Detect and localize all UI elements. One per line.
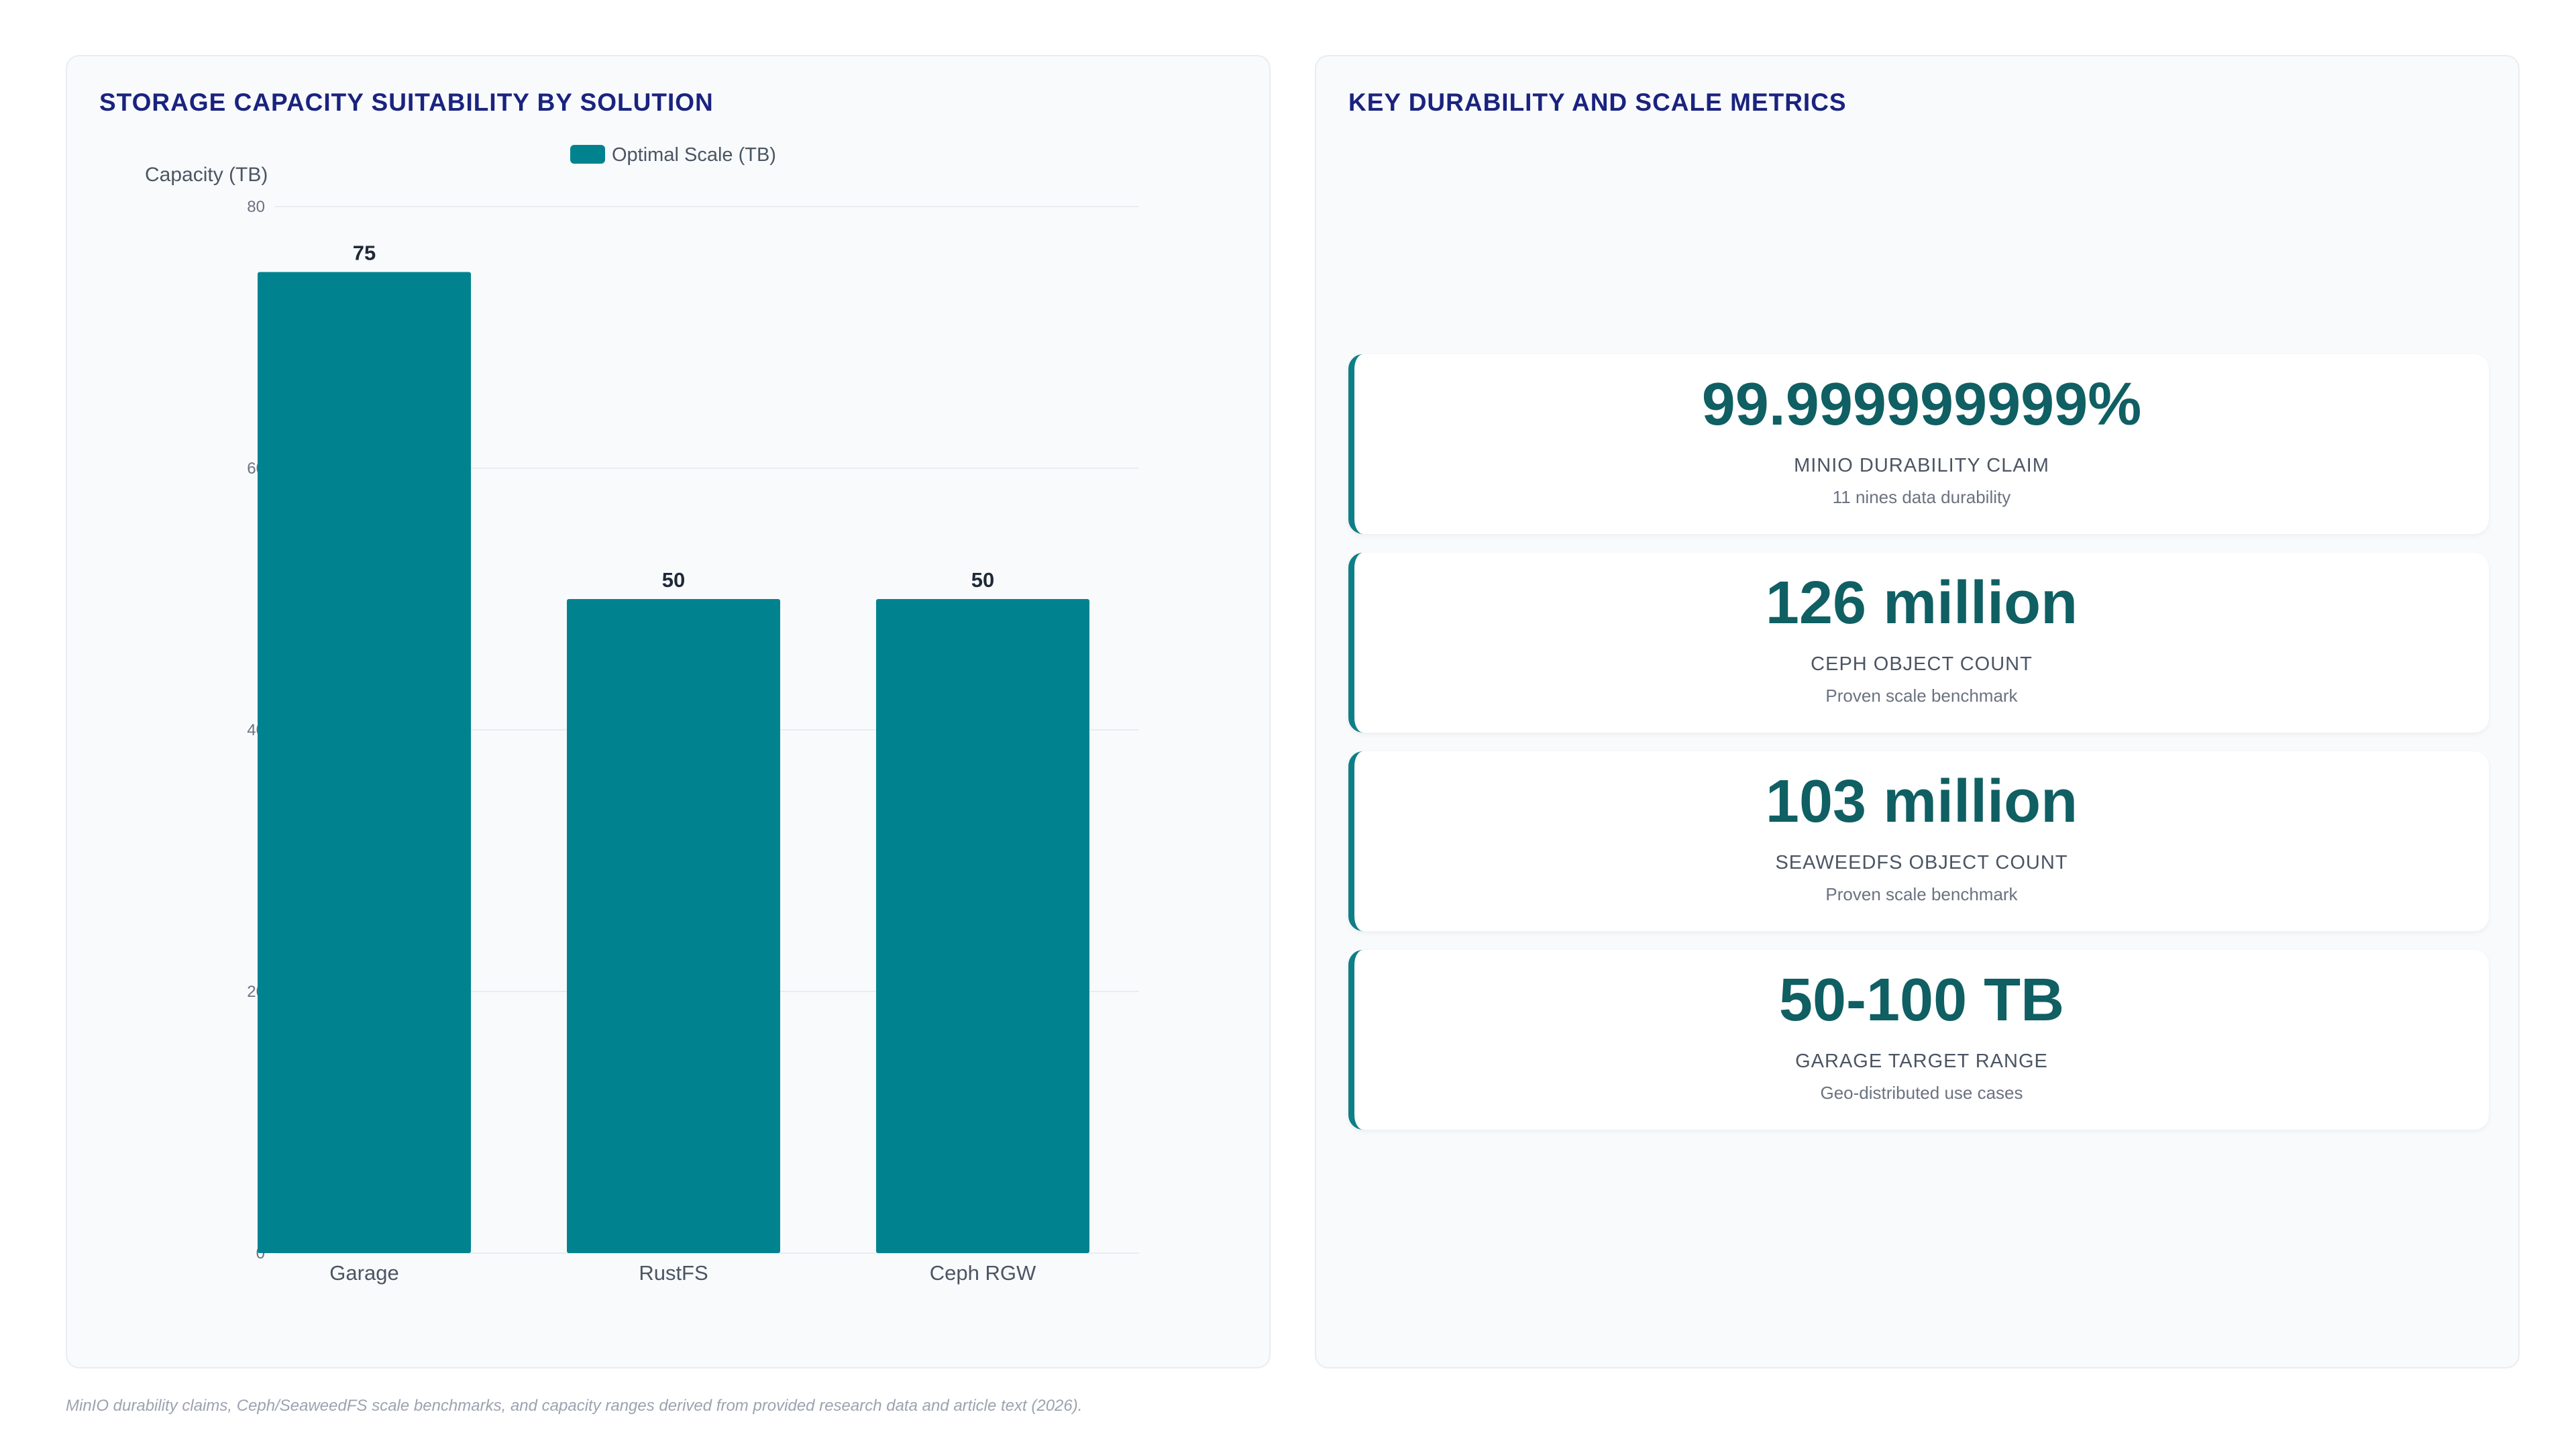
legend-label: Optimal Scale (TB) [612, 144, 776, 166]
metric-card-garage: 50-100 TB GARAGE TARGET RANGE Geo-distri… [1348, 950, 2489, 1130]
bar-garage [258, 272, 471, 1253]
x-tick-label: RustFS [639, 1261, 708, 1285]
bar-value-label: 75 [353, 241, 376, 265]
metrics-panel: KEY DURABILITY AND SCALE METRICS 99.9999… [1315, 55, 2520, 1368]
chart-title: STORAGE CAPACITY SUITABILITY BY SOLUTION [99, 89, 714, 116]
metric-subtitle: Geo-distributed use cases [1820, 1083, 2023, 1103]
metric-card-seaweedfs: 103 million SEAWEEDFS OBJECT COUNT Prove… [1348, 751, 2489, 931]
y-tick-label: 80 [247, 198, 265, 216]
metric-card-minio: 99.999999999% MINIO DURABILITY CLAIM 11 … [1348, 354, 2489, 534]
metric-card-ceph: 126 million CEPH OBJECT COUNT Proven sca… [1348, 553, 2489, 733]
legend-swatch [570, 145, 605, 164]
chart-panel: STORAGE CAPACITY SUITABILITY BY SOLUTION… [66, 55, 1271, 1368]
metric-value: 50-100 TB [1778, 967, 2065, 1034]
bar-ceph-rgw [876, 599, 1089, 1253]
metric-value: 99.999999999% [1701, 371, 2142, 438]
metric-label: SEAWEEDFS OBJECT COUNT [1775, 852, 2068, 873]
y-axis-title: Capacity (TB) [145, 164, 268, 186]
bar-value-label: 50 [662, 568, 685, 592]
metric-label: GARAGE TARGET RANGE [1795, 1051, 2048, 1072]
x-tick-label: Ceph RGW [930, 1261, 1036, 1285]
metric-subtitle: 11 nines data durability [1832, 487, 2011, 507]
bar-value-label: 50 [971, 568, 994, 592]
metric-label: MINIO DURABILITY CLAIM [1794, 455, 2049, 476]
metric-subtitle: Proven scale benchmark [1825, 686, 2018, 706]
footnote: MinIO durability claims, Ceph/SeaweedFS … [66, 1397, 1083, 1415]
metric-label: CEPH OBJECT COUNT [1811, 653, 2033, 675]
metrics-title: KEY DURABILITY AND SCALE METRICS [1348, 89, 1847, 116]
x-tick-label: Garage [329, 1261, 398, 1285]
bar-rustfs [567, 599, 780, 1253]
metric-subtitle: Proven scale benchmark [1825, 884, 2018, 904]
metric-value: 103 million [1765, 768, 2078, 835]
metric-value: 126 million [1765, 570, 2078, 637]
